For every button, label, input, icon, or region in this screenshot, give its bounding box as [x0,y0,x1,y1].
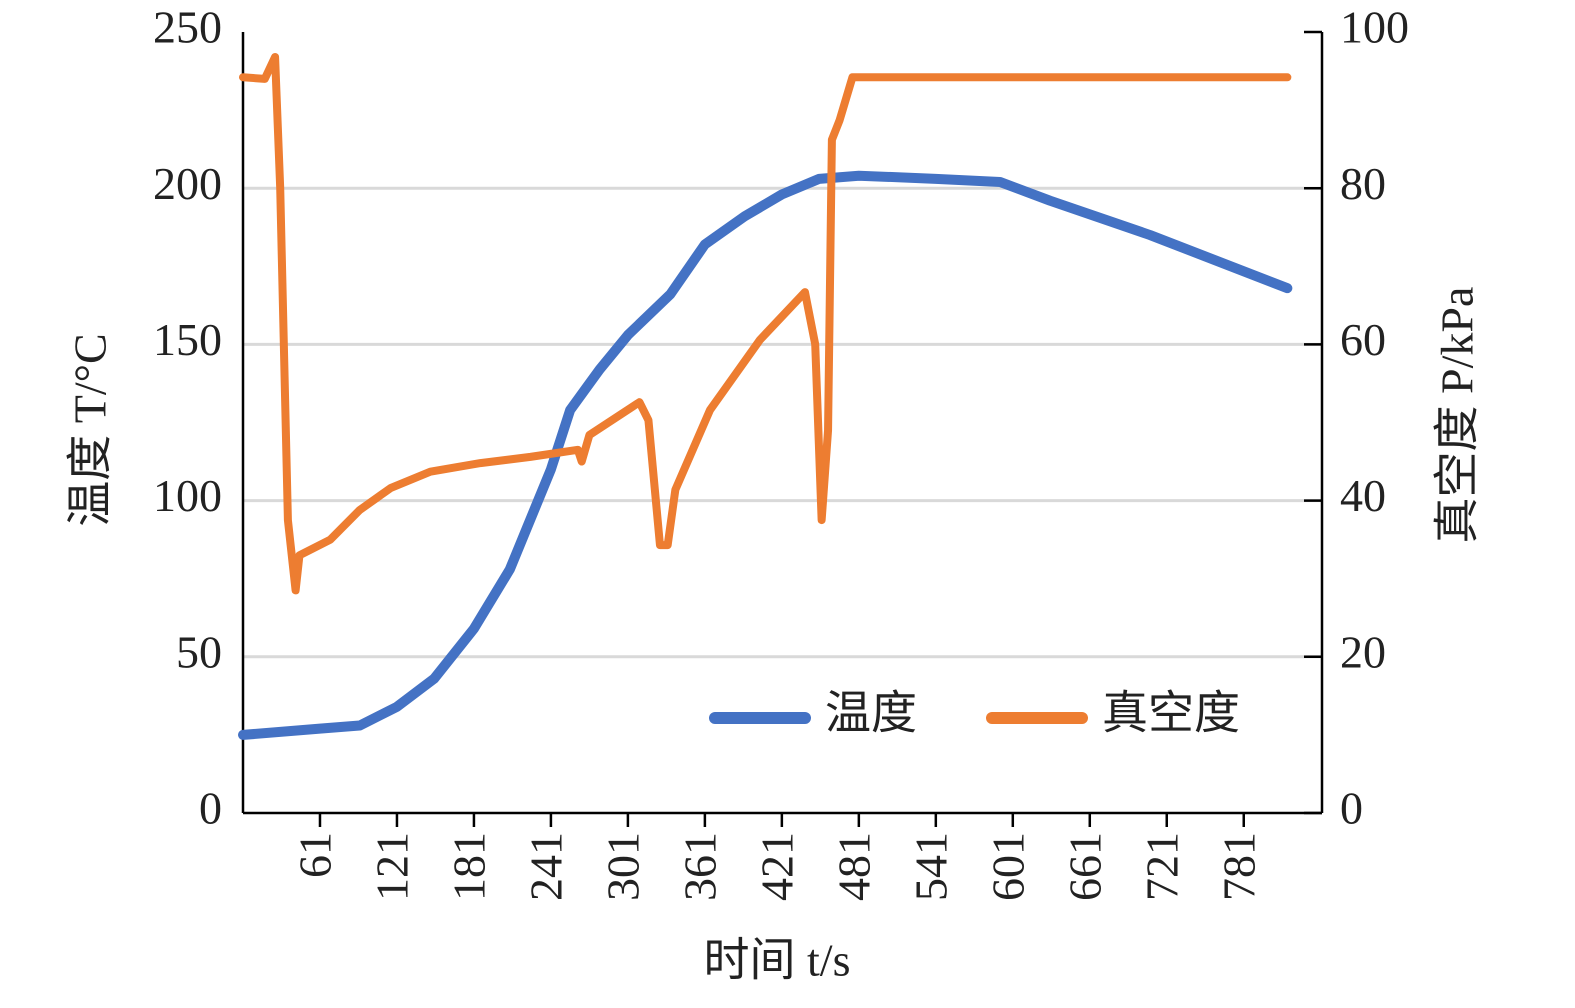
x-tick-label: 541 [905,832,956,901]
x-tick-label: 361 [674,832,725,901]
y2-tick-label: 80 [1340,158,1386,209]
x-tick-label: 421 [751,832,802,901]
y-tick-label: 150 [153,314,222,365]
x-tick-label: 661 [1059,832,1110,901]
y-tick-label: 50 [176,626,222,677]
y-tick-label: 200 [153,158,222,209]
x-tick-label: 481 [828,832,879,901]
y2-tick-label: 20 [1340,626,1386,677]
series-line [239,52,1292,595]
x-tick-label: 601 [982,832,1033,901]
y2-axis-label: 真空度 P/kPa [1432,287,1483,544]
y-tick-label: 100 [153,470,222,521]
x-tick-label: 61 [290,832,341,878]
y2-tick-label: 100 [1340,2,1409,53]
legend-label: 温度 [825,688,917,739]
y2-tick-label: 40 [1340,470,1386,521]
x-tick-label: 301 [597,832,648,901]
y-tick-label: 250 [153,2,222,53]
y-tick-label: 0 [199,783,222,834]
x-tick-label: 781 [1213,832,1264,901]
legend-label: 真空度 [1102,688,1240,739]
y2-tick-label: 0 [1340,783,1363,834]
y-axis-label: 温度 T/°C [65,333,116,526]
x-tick-label: 721 [1136,832,1187,901]
x-tick-label: 181 [444,832,495,901]
x-tick-label: 241 [520,832,571,901]
series-line [238,170,1293,740]
x-axis-label: 时间 t/s [704,935,851,986]
y2-tick-label: 60 [1340,314,1386,365]
x-tick-label: 121 [367,832,418,901]
